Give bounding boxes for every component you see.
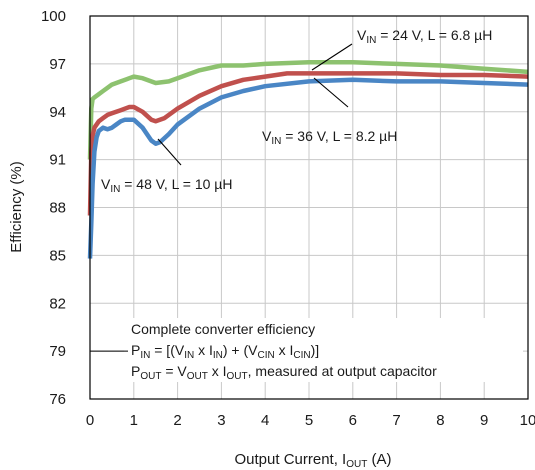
series-label-2: VIN​ = 36 V, L = 8.2 µH <box>262 128 397 147</box>
series-label-3: VIN​ = 48 V, L = 10 µH <box>101 176 232 195</box>
plot-frame <box>89 15 529 400</box>
annotation-run-text: x I <box>194 342 213 358</box>
annotation-run-text: x I <box>208 363 227 379</box>
series-label-subscript: IN <box>366 35 376 46</box>
y-axis-title: Efficiency (%) <box>8 161 25 252</box>
x-tick-label: 6 <box>349 412 357 429</box>
series-line-2 <box>87 71 529 216</box>
y-tick-label: 100 <box>41 8 66 25</box>
annotation-run-subscript: CIN <box>293 350 310 361</box>
annotation-run-text: x I <box>275 342 294 358</box>
x-axis-title-text: Output Current, I <box>235 451 347 468</box>
annotation-run-text: = [(V <box>150 342 185 358</box>
y-tick-label: 82 <box>49 295 66 312</box>
x-tick-label: 10 <box>520 412 535 429</box>
series-label-text: V <box>262 128 272 144</box>
y-tick-label: 76 <box>49 391 66 408</box>
annotation-run-subscript: IN <box>140 350 150 361</box>
annotation-run-subscript: IN <box>184 350 194 361</box>
leader-line-2 <box>313 77 349 108</box>
x-tick-label: 5 <box>305 412 313 429</box>
annotation-run-subscript: OUT <box>227 371 248 382</box>
x-axis-title-subscript: OUT <box>346 459 367 470</box>
x-tick-label: 8 <box>436 412 444 429</box>
annotation-background <box>124 318 523 382</box>
series-label-text: = 24 V, L = 6.8 µH <box>376 27 492 43</box>
x-tick-label: 9 <box>480 412 488 429</box>
x-tick-label: 1 <box>130 412 138 429</box>
x-tick-label: 0 <box>86 412 94 429</box>
leader-line-3 <box>157 138 182 166</box>
y-tick-label: 85 <box>49 247 66 264</box>
x-tick-label: 7 <box>392 412 400 429</box>
series-label-subscript: IN <box>271 136 281 147</box>
annotation-run-text: )] <box>311 342 320 358</box>
series-label-text: V <box>101 176 111 192</box>
series-line-1 <box>87 60 529 160</box>
y-tick-label: 88 <box>49 200 66 217</box>
annotation-run-text: P <box>131 363 140 379</box>
series-line-3 <box>87 77 529 259</box>
annotation-run-text: , measured at output capacitor <box>248 363 437 379</box>
y-tick-label: 79 <box>49 343 66 360</box>
series-label-subscript: IN <box>110 184 120 195</box>
annotation-run-subscript: OUT <box>140 371 161 382</box>
series-lines <box>87 60 529 259</box>
y-tick-label: 97 <box>49 56 66 73</box>
x-tick-label: 3 <box>217 412 225 429</box>
x-tick-label: 2 <box>173 412 181 429</box>
annotation-run-subscript: OUT <box>187 371 208 382</box>
x-axis-title-text: (A) <box>367 451 391 468</box>
y-tick-labels: 76 79 82 85 88 91 94 97 100 <box>41 8 66 408</box>
annotation-run-text: ) + (V <box>223 342 258 358</box>
annotation-run-text: P <box>131 342 140 358</box>
x-tick-labels: 0 1 2 3 4 5 6 7 8 9 10 <box>86 412 535 429</box>
annotation-run-subscript: CIN <box>258 350 275 361</box>
annotation-box: Complete converter efficiency PIN​ = [(VI… <box>90 318 523 382</box>
series-label-text: V <box>357 27 367 43</box>
y-tick-label: 91 <box>49 152 66 169</box>
x-axis-title: Output Current, IOUT​ (A) <box>235 451 392 470</box>
annotation-run-text: = V <box>161 363 187 379</box>
annotation-run-subscript: IN <box>213 350 223 361</box>
annotation-line-1: Complete converter efficiency <box>131 321 315 337</box>
y-tick-label: 94 <box>49 104 66 121</box>
annotation-line-3: POUT​ = VOUT​ x IOUT​, measured at outpu… <box>131 363 437 382</box>
series-label-text: = 36 V, L = 8.2 µH <box>281 128 397 144</box>
series-label-1: VIN​ = 24 V, L = 6.8 µH <box>357 27 492 46</box>
leader-line-1 <box>311 43 353 71</box>
label-leader-lines <box>157 43 353 166</box>
x-tick-label: 4 <box>261 412 269 429</box>
series-label-text: = 48 V, L = 10 µH <box>120 176 232 192</box>
series-labels: VIN​ = 24 V, L = 6.8 µH VIN​ = 36 V, L = … <box>101 27 492 195</box>
annotation-line-2: PIN​ = [(VIN​ x IIN​) + (VCIN​ x ICIN​)] <box>131 342 319 361</box>
